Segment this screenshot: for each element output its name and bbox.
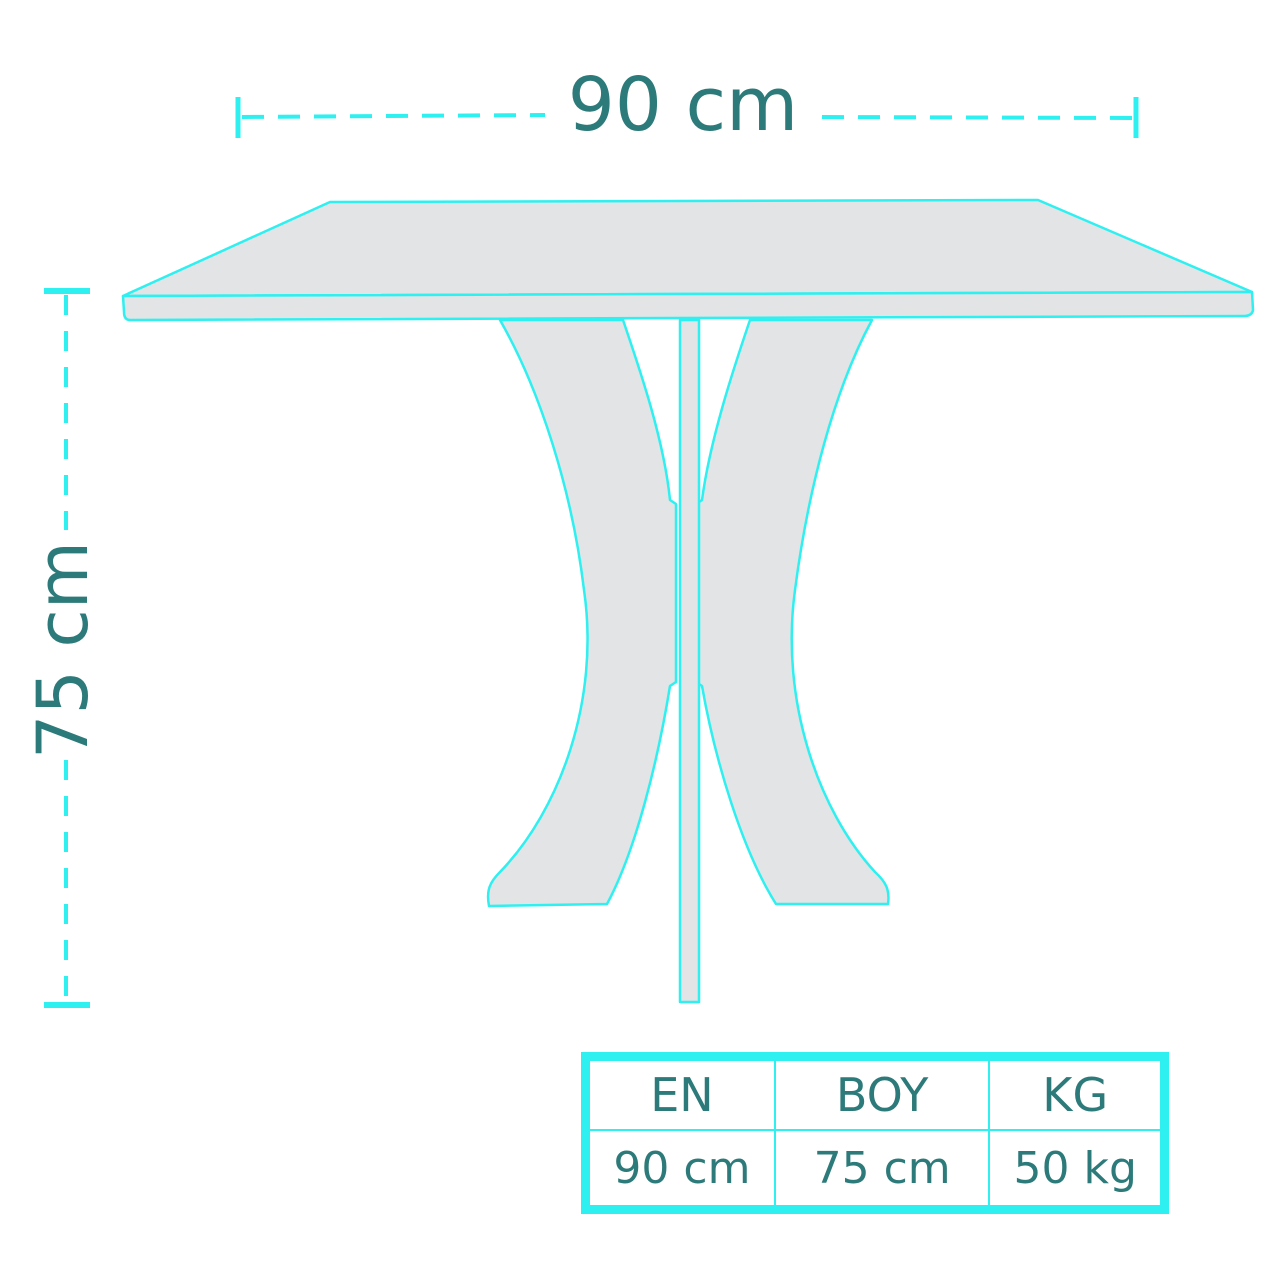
left-leg	[486, 318, 678, 908]
table-illustration	[121, 198, 1255, 1004]
center-post	[678, 318, 701, 1004]
spec-header-row: EN BOY KG	[588, 1059, 1162, 1131]
height-label: 75 cm	[22, 541, 104, 759]
value-boy: 75 cm	[773, 1129, 991, 1207]
header-boy: BOY	[773, 1059, 991, 1131]
right-leg	[694, 318, 890, 906]
width-label: 90 cm	[568, 62, 798, 148]
header-kg: KG	[988, 1059, 1162, 1131]
height-dimension	[44, 288, 90, 1008]
spec-grid: EN BOY KG 90 cm 75 cm 50 kg	[588, 1059, 1162, 1207]
tabletop-surface	[121, 198, 1254, 298]
value-en: 90 cm	[588, 1129, 776, 1207]
width-dimension	[235, 97, 1139, 138]
spec-table: EN BOY KG 90 cm 75 cm 50 kg	[581, 1052, 1169, 1214]
value-kg: 50 kg	[988, 1129, 1162, 1207]
spec-value-row: 90 cm 75 cm 50 kg	[588, 1129, 1162, 1207]
tabletop-edge	[121, 290, 1255, 322]
header-en: EN	[588, 1059, 776, 1131]
